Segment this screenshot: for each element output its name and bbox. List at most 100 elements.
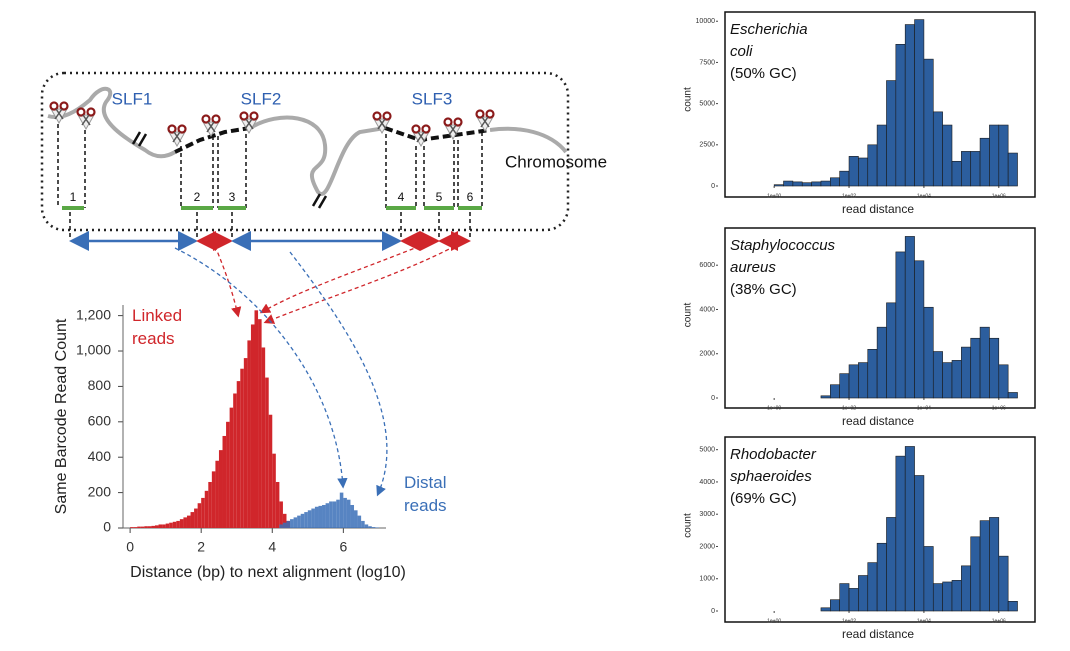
bar <box>151 525 155 528</box>
bar <box>361 520 365 528</box>
bar <box>183 517 187 528</box>
bar <box>293 517 298 528</box>
bar <box>773 184 784 187</box>
chart-title: Escherichia coli <box>730 21 808 60</box>
bar <box>154 525 159 528</box>
bar <box>970 151 981 187</box>
bar <box>895 44 906 187</box>
segment-label: SLF3 <box>412 89 453 108</box>
bar <box>820 395 831 399</box>
bar <box>886 517 897 612</box>
y-axis-label: count <box>683 303 694 328</box>
bar <box>923 546 934 612</box>
series-label-text: Linked reads <box>132 306 183 348</box>
bar <box>186 515 191 528</box>
bar <box>282 513 287 528</box>
bar <box>848 156 859 187</box>
bar <box>208 481 212 528</box>
y-tick-label: 400 <box>88 448 112 464</box>
bar <box>923 306 934 399</box>
x-tick-label: 6 <box>339 539 347 555</box>
y-tick-label: 10000 <box>696 18 716 25</box>
bar <box>932 583 943 612</box>
bar <box>229 407 234 528</box>
bar <box>904 236 915 399</box>
bar <box>318 505 323 528</box>
bar <box>179 519 184 528</box>
bar <box>998 364 1009 399</box>
chart-subtitle: (38% GC) <box>730 281 797 298</box>
bar <box>867 144 878 187</box>
bar <box>839 373 850 399</box>
bar <box>820 607 831 612</box>
bar <box>904 24 915 187</box>
bar <box>368 526 372 528</box>
bar <box>811 181 822 187</box>
y-tick-label: 6000 <box>699 262 715 269</box>
bar <box>190 512 195 528</box>
bar <box>364 524 369 528</box>
bar <box>858 362 869 399</box>
bar <box>830 384 840 399</box>
y-tick-label: 7500 <box>699 59 715 66</box>
bar <box>979 137 990 187</box>
bar <box>979 520 990 612</box>
bar <box>951 160 962 187</box>
bar <box>951 580 962 612</box>
x-tick-label: 1e+04 <box>917 405 931 411</box>
chart: 0 2000 4000 6000 1e+00 1e+02 1e+04 1e+06 count re… <box>683 227 1036 428</box>
bar <box>942 581 953 612</box>
bar <box>886 80 897 187</box>
bar <box>1007 392 1018 399</box>
chart-title: Staphylococcus aureus <box>730 237 836 276</box>
bar <box>329 501 333 528</box>
chromosome-label: Chromosome <box>505 152 607 171</box>
bar <box>792 181 803 187</box>
bar <box>201 497 205 528</box>
bar <box>876 326 887 399</box>
bar <box>325 503 330 528</box>
x-axis-label: read distance <box>842 202 914 216</box>
bar <box>332 501 337 528</box>
bar <box>265 377 269 528</box>
bar <box>820 180 831 187</box>
fragment-label: 3 <box>229 190 236 204</box>
bar <box>240 368 244 528</box>
title-box: Escherichia coli (50% GC) <box>730 21 808 82</box>
bar <box>165 523 170 528</box>
bar <box>801 182 812 187</box>
bar <box>226 421 230 528</box>
bar <box>970 536 981 612</box>
bar <box>176 520 180 528</box>
bar <box>197 503 202 528</box>
bar <box>904 446 915 612</box>
bar <box>350 504 355 528</box>
panel <box>724 436 1036 623</box>
bar <box>336 499 340 528</box>
y-tick-label: 0 <box>103 519 111 535</box>
bar <box>218 450 223 528</box>
bar <box>258 319 262 528</box>
bar <box>961 565 972 612</box>
bar <box>162 524 166 528</box>
y-tick-label: 1,000 <box>76 342 111 358</box>
y-tick-label: 5000 <box>699 100 715 107</box>
y-tick-label: 2000 <box>699 543 715 550</box>
y-tick-label: 0 <box>711 608 715 615</box>
bar <box>297 515 301 528</box>
bar <box>261 347 266 528</box>
bar <box>1007 152 1018 187</box>
bar <box>886 302 897 399</box>
x-tick-label: 1e+06 <box>992 618 1006 624</box>
bar <box>279 501 283 528</box>
bar <box>932 351 943 399</box>
bar <box>282 522 287 528</box>
bar <box>375 527 379 528</box>
y-axis-label: count <box>683 513 694 538</box>
y-tick-label: 1,200 <box>76 306 111 322</box>
bar <box>204 490 209 528</box>
bar <box>290 519 294 528</box>
bar <box>286 520 291 528</box>
series-label-text: Distal reads <box>404 473 447 515</box>
